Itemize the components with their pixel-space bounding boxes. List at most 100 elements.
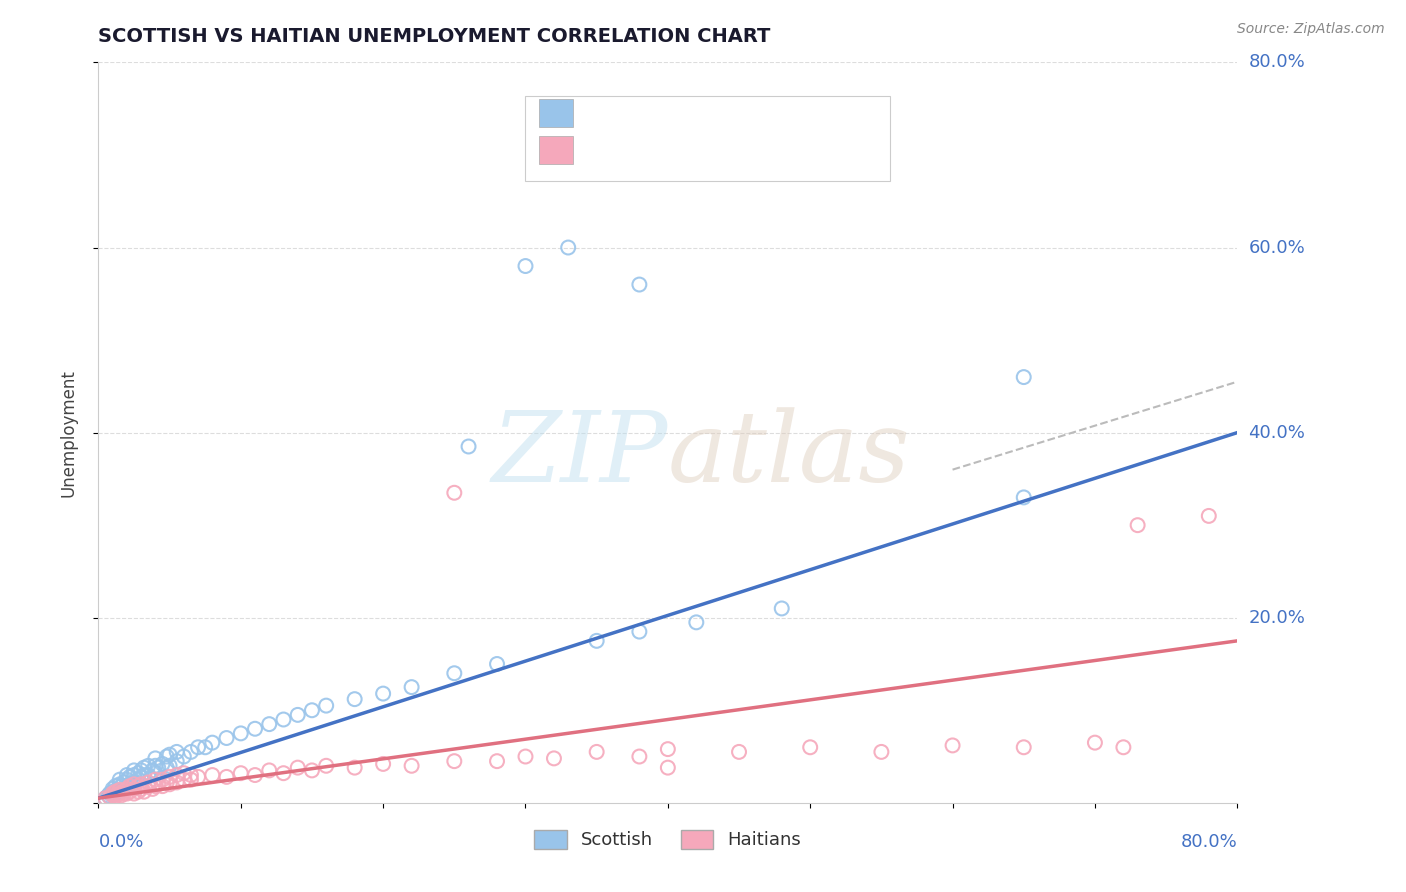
Point	[401, 680, 423, 694]
Point	[401, 758, 423, 772]
Point	[118, 777, 141, 791]
Point	[1012, 370, 1035, 384]
Point	[101, 785, 124, 799]
Point	[728, 745, 751, 759]
Point	[115, 768, 138, 782]
Point	[118, 785, 141, 799]
Point	[122, 777, 145, 791]
Point	[229, 726, 252, 740]
Point	[127, 785, 149, 799]
Point	[443, 485, 465, 500]
Text: 40.0%: 40.0%	[1249, 424, 1305, 442]
Point	[152, 756, 174, 771]
Point	[543, 751, 565, 765]
Point	[122, 768, 145, 782]
Point	[557, 240, 579, 255]
Point	[201, 736, 224, 750]
Point	[118, 779, 141, 793]
Y-axis label: Unemployment: Unemployment	[59, 368, 77, 497]
Point	[273, 766, 295, 780]
Point	[166, 775, 188, 789]
Point	[1112, 740, 1135, 755]
Point	[156, 761, 179, 775]
Point	[112, 781, 135, 796]
Text: 0.0%: 0.0%	[98, 833, 143, 851]
Point	[148, 777, 170, 791]
Text: R =  0.413   N = 72: R = 0.413 N = 72	[591, 141, 780, 159]
Point	[129, 770, 152, 784]
Point	[942, 739, 965, 753]
Point	[187, 770, 209, 784]
Point	[104, 785, 127, 799]
Point	[273, 713, 295, 727]
Point	[108, 782, 131, 797]
Text: atlas: atlas	[668, 407, 911, 502]
Point	[180, 772, 202, 787]
Point	[173, 772, 195, 787]
Point	[104, 787, 127, 801]
Point	[141, 781, 163, 796]
Point	[129, 777, 152, 791]
Point	[180, 745, 202, 759]
Text: R = 0.490   N = 70: R = 0.490 N = 70	[591, 103, 775, 122]
Point	[1084, 736, 1107, 750]
Point	[108, 785, 131, 799]
Point	[105, 782, 128, 797]
Point	[108, 777, 131, 791]
Point	[180, 768, 202, 782]
Point	[145, 751, 167, 765]
Point	[166, 768, 188, 782]
Point	[315, 698, 337, 713]
Point	[105, 788, 128, 802]
Point	[115, 787, 138, 801]
Point	[112, 775, 135, 789]
Point	[287, 761, 309, 775]
Point	[343, 761, 366, 775]
Text: 60.0%: 60.0%	[1249, 238, 1305, 257]
Point	[122, 775, 145, 789]
Point	[159, 770, 181, 784]
Point	[145, 766, 167, 780]
Point	[799, 740, 821, 755]
Point	[101, 787, 124, 801]
Point	[515, 259, 537, 273]
Point	[136, 768, 159, 782]
Point	[287, 707, 309, 722]
Point	[187, 740, 209, 755]
Point	[194, 740, 217, 755]
Point	[132, 768, 155, 782]
Point	[159, 758, 181, 772]
Point	[443, 666, 465, 681]
Point	[343, 692, 366, 706]
Point	[108, 772, 131, 787]
Point	[136, 758, 159, 772]
Point	[443, 754, 465, 768]
Point	[156, 775, 179, 789]
Point	[373, 687, 395, 701]
Point	[259, 764, 281, 778]
FancyBboxPatch shape	[526, 95, 890, 181]
Point	[132, 761, 155, 775]
Point	[486, 754, 509, 768]
Point	[97, 789, 120, 803]
Point	[104, 779, 127, 793]
Point	[301, 764, 323, 778]
Point	[112, 787, 135, 801]
Point	[243, 722, 266, 736]
Point	[457, 440, 479, 454]
Point	[152, 772, 174, 787]
Text: 80.0%: 80.0%	[1249, 54, 1305, 71]
Point	[101, 789, 124, 803]
Point	[115, 772, 138, 787]
Point	[215, 731, 238, 745]
FancyBboxPatch shape	[538, 99, 574, 127]
Point	[136, 779, 159, 793]
Point	[115, 781, 138, 796]
Point	[145, 779, 167, 793]
Point	[870, 745, 893, 759]
Point	[259, 717, 281, 731]
Point	[301, 703, 323, 717]
Point	[94, 791, 117, 805]
Point	[118, 770, 141, 784]
Point	[173, 766, 195, 780]
